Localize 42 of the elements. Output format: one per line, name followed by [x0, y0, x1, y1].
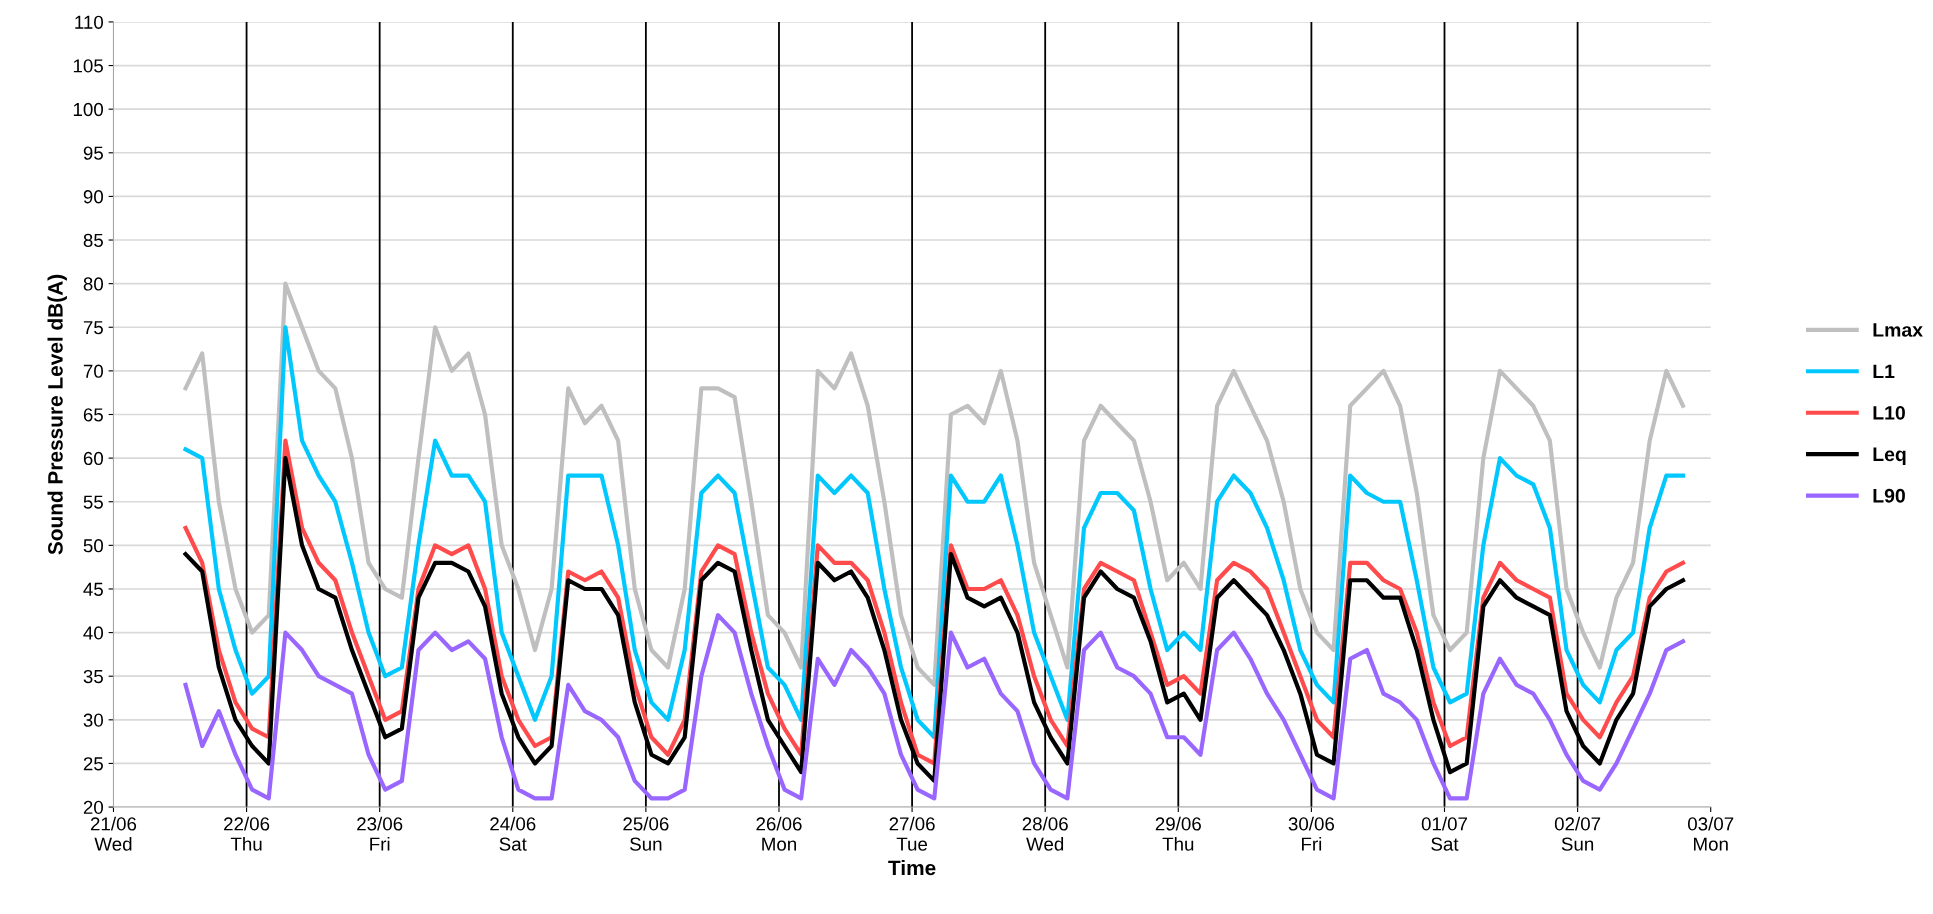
x-tick-label: 25/06 Sun: [623, 816, 669, 851]
y-tick-label: 60: [83, 451, 104, 466]
x-tick-label: 30/06 Fri: [1288, 816, 1335, 851]
legend-label: Leq: [1873, 447, 1906, 466]
legend-label: L10: [1873, 405, 1905, 420]
y-axis-title: Sound Pressure Level dB(A): [47, 274, 67, 555]
y-tick-label: 105: [73, 59, 103, 73]
y-tick-label: 40: [83, 626, 104, 640]
y-tick-label: 35: [83, 669, 103, 684]
y-tick-label: 80: [83, 277, 104, 291]
x-tick-label: 23/06 Fri: [357, 816, 403, 851]
y-tick-label: 100: [73, 102, 104, 117]
y-tick-label: 45: [83, 582, 103, 596]
y-tick-label: 90: [83, 190, 104, 204]
y-tick-label: 70: [83, 364, 104, 378]
y-tick-label: 55: [83, 495, 103, 509]
legend-label: Lmax: [1873, 323, 1923, 337]
x-tick-label: 03/07 Mon: [1687, 816, 1734, 851]
y-tick-label: 25: [83, 757, 103, 771]
line-series: [183, 281, 1686, 688]
x-tick-label: 21/06 Wed: [90, 816, 137, 851]
x-axis-title: Time: [888, 860, 936, 876]
y-tick-label: 85: [83, 233, 103, 248]
x-tick-label: 24/06 Sat: [490, 816, 536, 851]
x-tick-label: 29/06 Thu: [1155, 816, 1201, 851]
x-tick-label: 02/07 Sun: [1554, 816, 1601, 851]
x-tick-label: 27/06 Tue: [889, 816, 935, 851]
x-tick-label: 01/07 Sat: [1421, 816, 1468, 851]
legend-label: L90: [1873, 488, 1905, 503]
y-tick-label: 30: [83, 713, 104, 727]
line-series: [183, 613, 1686, 801]
x-tick-label: 22/06 Thu: [224, 816, 270, 851]
legend-label: L1: [1873, 364, 1895, 379]
y-tick-label: 75: [83, 321, 103, 335]
y-tick-label: 50: [83, 539, 104, 553]
y-tick-label: 65: [83, 408, 103, 422]
y-tick-label: 110: [75, 15, 104, 29]
y-tick-label: 20: [83, 800, 104, 815]
x-tick-label: 26/06 Mon: [756, 816, 802, 851]
line-series: [183, 325, 1686, 740]
y-tick-label: 95: [83, 146, 103, 160]
x-tick-label: 28/06 Wed: [1022, 816, 1068, 851]
